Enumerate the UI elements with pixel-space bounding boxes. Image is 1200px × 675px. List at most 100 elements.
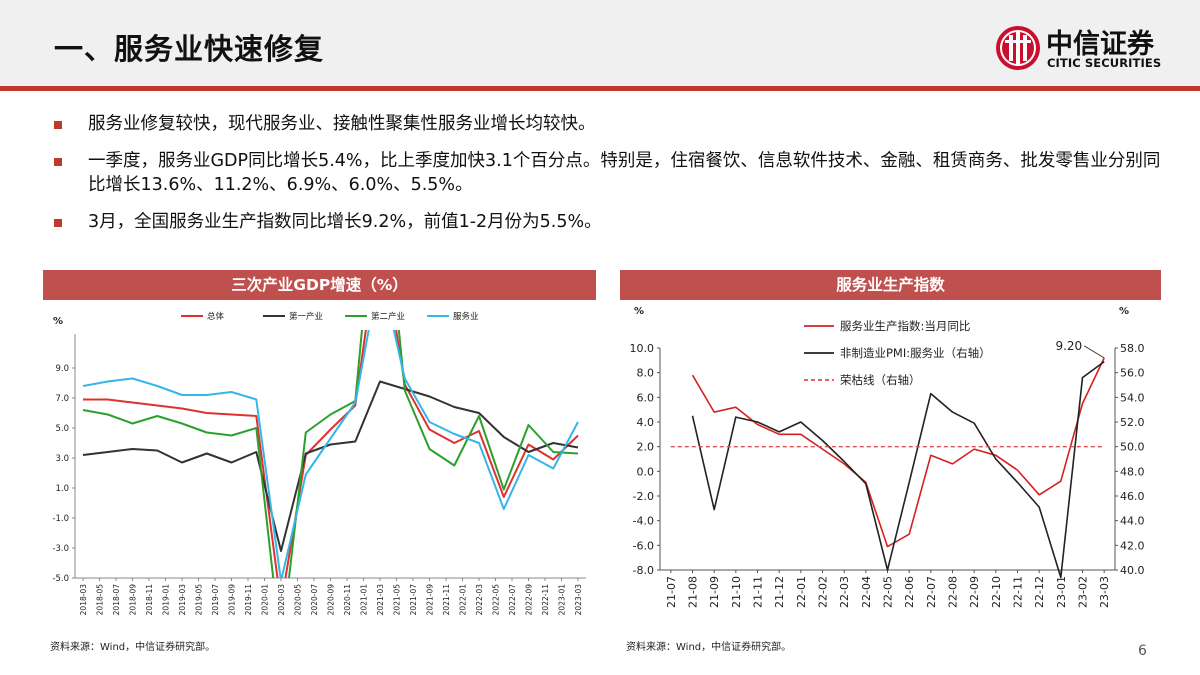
- logo-text-en: CITIC SECURITIES: [1047, 56, 1162, 70]
- chart1-xtick-label: 2022-01: [459, 584, 468, 616]
- chart1-xtick-label: 2019-07: [211, 584, 220, 616]
- bullet-item: 3月，全国服务业生产指数同比增长9.2%，前值1-2月份为5.5%。: [54, 210, 1164, 234]
- chart1-xtick-label: 2019-03: [178, 584, 187, 616]
- chart2-xtick-label: 22-02: [817, 576, 830, 608]
- service-production-chart: % % -8.0 -6.0 -4.0 -2.0 0.0 2.0 4.0 6.0 8.0 10.0 40.…: [630, 306, 1145, 608]
- chart2-ytick-label-right: 46.0: [1120, 490, 1145, 503]
- chart2-ytick-label-left: -2.0: [633, 490, 654, 503]
- chart2-xtick-label: 23-01: [1055, 576, 1068, 608]
- chart2-ytick-label-right: 58.0: [1120, 342, 1145, 355]
- chart2-xtick-label: 22-07: [925, 576, 938, 608]
- bullet-square-icon: [54, 158, 62, 166]
- chart2-xtick-label: 21-08: [687, 576, 700, 608]
- bullet-item: 服务业修复较快，现代服务业、接触性聚集性服务业增长均较快。: [54, 112, 1164, 136]
- chart2-ytick-label-left: 6.0: [637, 391, 655, 404]
- chart1-xtick-label: 2022-11: [541, 584, 550, 616]
- chart1-xtick-label: 2021-03: [376, 584, 385, 616]
- chart1-series-line-总体: [83, 330, 579, 578]
- chart1-xtick-label: 2023-03: [574, 584, 583, 616]
- chart1-legend-label: 服务业: [453, 311, 479, 322]
- chart1-xtick-label: 2021-05: [393, 584, 402, 616]
- chart2-xtick-label: 22-06: [903, 576, 916, 608]
- chart1-series-line-服务业: [82, 330, 579, 578]
- chart1-xtick-label: 2020-11: [343, 584, 352, 616]
- bullet-text: 3月，全国服务业生产指数同比增长9.2%，前值1-2月份为5.5%。: [88, 212, 602, 232]
- chart1-xtick-label: 2019-01: [162, 584, 171, 616]
- chart2-series-line-服务业生产指数:当月同比: [691, 357, 1105, 548]
- bullet-text: 服务业修复较快，现代服务业、接触性聚集性服务业增长均较快。: [88, 114, 596, 134]
- chart1-ytick-label: 9.0: [55, 364, 69, 374]
- source-note-left: 资料来源：Wind，中信证券研究部。: [50, 642, 216, 653]
- chart2-ytick-label-right: 48.0: [1120, 465, 1145, 478]
- chart2-legend-label: 荣枯线（右轴）: [840, 373, 921, 387]
- chart2-ytick-label-left: -8.0: [633, 564, 654, 577]
- chart2-ytick-label-left: 10.0: [630, 342, 655, 355]
- chart1-xtick-label: 2020-09: [327, 584, 336, 616]
- chart1-series-line-第二产业: [82, 330, 579, 578]
- bullet-list: 服务业修复较快，现代服务业、接触性聚集性服务业增长均较快。 一季度，服务业GDP…: [54, 112, 1164, 247]
- chart1-legend-label: 第一产业: [289, 311, 323, 322]
- chart1-ytick-label: 7.0: [55, 394, 69, 404]
- gdp-growth-chart: % -5.0 -3.0 -1.0 1.0 3.0 5.0 7.0 9.0 2018-03 2018-…: [52, 311, 586, 616]
- chart1-xtick-label: 2018-09: [129, 584, 138, 616]
- bullet-item: 一季度，服务业GDP同比增长5.4%，比上季度加快3.1个百分点。特别是，住宿餐…: [54, 149, 1164, 197]
- chart2-title: 服务业生产指数: [620, 270, 1161, 300]
- chart2-ylabel-left: %: [634, 306, 644, 317]
- chart1-xtick-label: 2018-11: [145, 584, 154, 616]
- chart2-xtick-label: 22-11: [1012, 576, 1025, 608]
- chart1-xtick-label: 2019-09: [228, 584, 237, 616]
- chart1-xtick-label: 2020-05: [294, 584, 303, 616]
- chart1-xtick-label: 2020-01: [261, 584, 270, 616]
- chart1-legend-label: 第二产业: [371, 311, 405, 322]
- chart1-series-line-第一产业: [82, 380, 579, 552]
- bullet-square-icon: [54, 121, 62, 129]
- chart1-xtick-label: 2022-07: [508, 584, 517, 616]
- chart1-ytick-label: 3.0: [55, 454, 69, 464]
- chart2-xtick-label: 22-05: [882, 576, 895, 608]
- chart2-xtick-label: 21-07: [665, 576, 678, 608]
- page-number: 6: [1138, 643, 1147, 659]
- chart1-xtick-label: 2019-11: [244, 584, 253, 616]
- chart1-title: 三次产业GDP增速（%）: [43, 270, 596, 300]
- chart2-series-line-非制造业PMI:服务业（右轴）: [691, 360, 1105, 579]
- chart2-annotation-leader: [1083, 345, 1105, 359]
- chart2-xtick-label: 22-08: [947, 576, 960, 608]
- page-title: 一、服务业快速修复: [54, 32, 325, 66]
- chart1-plot-area: [82, 330, 579, 578]
- chart1-xtick-label: 2022-05: [492, 584, 501, 616]
- logo-text-cn: 中信证券: [1046, 29, 1154, 60]
- bullet-square-icon: [54, 219, 62, 227]
- source-note-right: 资料来源：Wind，中信证券研究部。: [626, 642, 792, 653]
- chart2-ytick-label-left: 8.0: [637, 367, 655, 380]
- chart2-ytick-label-right: 44.0: [1120, 515, 1145, 528]
- chart1-xtick-label: 2023-01: [558, 584, 567, 616]
- chart2-xtick-label: 22-09: [968, 576, 981, 608]
- chart2-xtick-label: 22-01: [795, 576, 808, 608]
- chart1-xtick-label: 2020-03: [277, 584, 286, 616]
- chart1-ytick-label: -5.0: [52, 574, 69, 584]
- chart2-ytick-label-right: 42.0: [1120, 539, 1145, 552]
- chart2-xtick-label: 21-09: [708, 576, 721, 608]
- chart2-ytick-label-right: 56.0: [1120, 367, 1145, 380]
- chart2-xtick-label: 22-03: [838, 576, 851, 608]
- chart2-ytick-label-left: -4.0: [633, 515, 654, 528]
- chart1-xtick-label: 2021-11: [442, 584, 451, 616]
- chart1-legend-label: 总体: [207, 311, 225, 322]
- chart2-ytick-label-right: 50.0: [1120, 441, 1145, 454]
- chart1-xtick-label: 2020-07: [310, 584, 319, 616]
- chart2-xtick-label: 23-02: [1077, 576, 1090, 608]
- citic-logo: 中信证券 CITIC SECURITIES: [994, 20, 1184, 76]
- chart1-ytick-label: 5.0: [55, 424, 69, 434]
- chart2-legend-label: 非制造业PMI:服务业（右轴）: [840, 346, 991, 360]
- chart2-legend-label: 服务业生产指数:当月同比: [840, 319, 970, 333]
- chart2-ytick-label-left: -6.0: [633, 539, 654, 552]
- chart1-xtick-label: 2021-01: [360, 584, 369, 616]
- chart2-xtick-label: 22-12: [1033, 576, 1046, 608]
- chart1-xtick-label: 2018-07: [112, 584, 121, 616]
- chart1-ytick-label: -3.0: [52, 544, 69, 554]
- chart1-xtick-label: 2018-03: [79, 584, 88, 616]
- chart2-xtick-label: 22-04: [860, 576, 873, 608]
- chart2-ytick-label-left: 2.0: [637, 441, 655, 454]
- chart2-xtick-label: 21-12: [773, 576, 786, 608]
- chart2-ytick-label-left: 0.0: [637, 465, 655, 478]
